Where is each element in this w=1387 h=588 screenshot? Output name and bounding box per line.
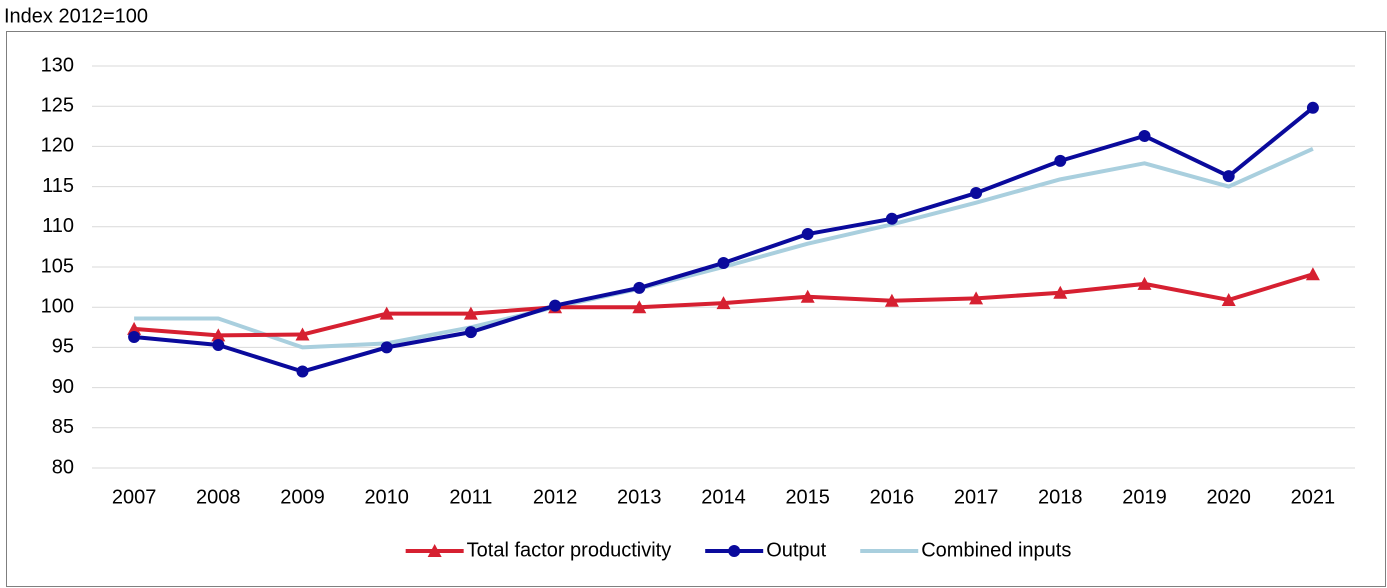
x-tick-label: 2019 [1122,486,1167,508]
marker [801,228,814,241]
y-tick-label: 115 [42,175,74,197]
y-tick-label: 120 [41,135,74,157]
marker [379,306,394,320]
y-tick-label: 85 [52,416,74,438]
legend: Total factor productivity Output Combined … [405,539,1071,561]
legend-label: Output [766,539,826,561]
legend-label: Total factor productivity [467,539,672,561]
legend-item: Combined inputs [860,539,1071,561]
y-tick-label: 105 [41,255,74,277]
x-tick-label: 2020 [1206,486,1251,508]
marker [885,212,898,225]
series-line [134,146,1314,350]
marker [296,365,309,378]
marker [212,338,225,351]
legend-marker [728,545,741,557]
marker [717,256,730,269]
marker [464,326,477,339]
x-tick-label: 2011 [449,486,492,508]
marker [716,296,731,310]
y-tick-label: 125 [41,94,74,116]
x-tick-label: 2014 [701,486,746,508]
marker [1222,170,1235,183]
marker [1054,154,1067,167]
y-tick-label: 80 [52,456,74,478]
marker [1305,267,1320,281]
marker [211,328,226,342]
marker [1138,129,1151,142]
legend-item: Total factor productivity [405,539,672,561]
x-tick-label: 2017 [954,486,999,508]
x-tick-label: 2009 [280,486,325,508]
y-tick-label: 130 [41,54,74,76]
marker [970,187,983,200]
legend-item: Output [705,539,827,561]
marker [549,299,562,312]
marker [884,293,899,307]
chart-border [6,31,1386,587]
marker [1306,101,1319,114]
x-tick-label: 2018 [1038,486,1083,508]
marker [633,281,646,294]
y-tick-label: 110 [42,215,74,237]
x-tick-label: 2021 [1291,486,1336,508]
x-tick-label: 2013 [617,486,662,508]
marker [1221,292,1236,306]
x-tick-label: 2016 [870,486,915,508]
y-tick-label: 95 [52,336,74,358]
marker [632,300,647,314]
marker [380,341,393,354]
marker [295,327,310,341]
x-tick-label: 2007 [112,486,157,508]
marker [128,330,141,343]
marker [127,321,142,335]
marker [800,289,815,303]
x-tick-label: 2008 [196,486,241,508]
marker [463,306,478,320]
legend-label: Combined inputs [921,539,1071,561]
legend-marker [427,544,442,557]
x-tick-label: 2015 [785,486,830,508]
y-tick-label: 90 [52,376,74,398]
x-tick-label: 2010 [364,486,409,508]
y-tick-label: 100 [41,295,74,317]
x-tick-label: 2012 [533,486,578,508]
marker [1053,285,1068,299]
marker [1137,276,1152,290]
marker [969,291,984,305]
y-axis-label: Index 2012=100 [4,5,148,27]
